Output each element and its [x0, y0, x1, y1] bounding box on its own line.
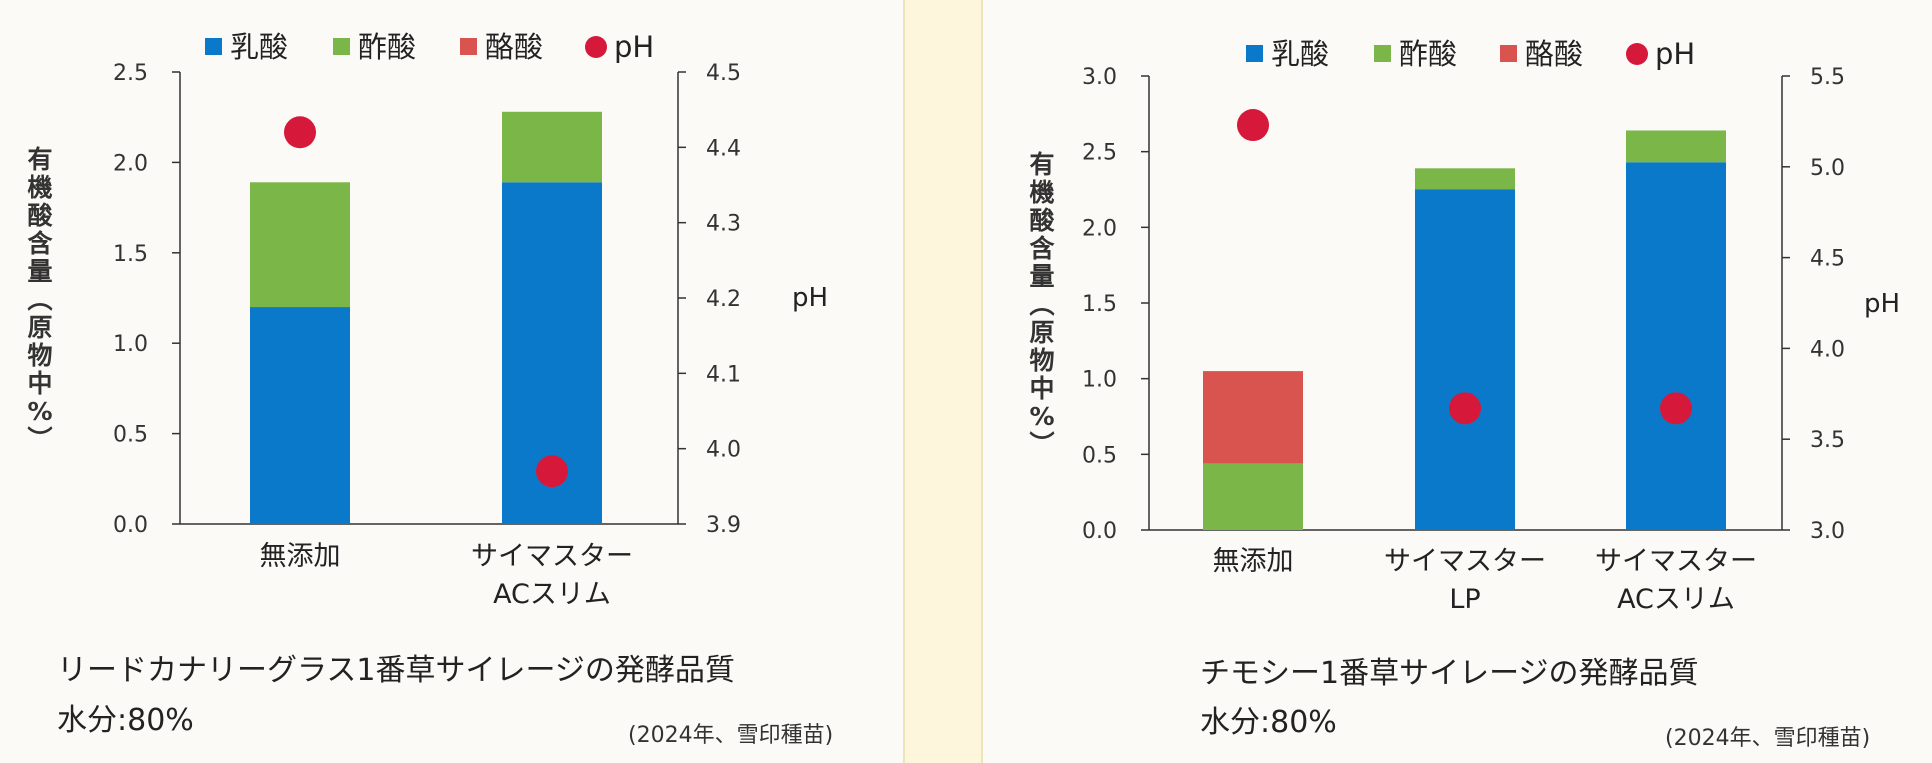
- y2-tick-label: 3.0: [1810, 519, 1845, 544]
- legend-label-3: 酪酸: [1525, 37, 1583, 71]
- y2-tick-label: 4.5: [1810, 247, 1845, 272]
- legend-label-1: 乳酸: [1271, 37, 1329, 71]
- legend-swatch-3: [1500, 45, 1517, 62]
- legend-swatch-1: [1246, 45, 1263, 62]
- ph-point: [1237, 109, 1269, 142]
- y-tick-label: 0.5: [113, 423, 148, 448]
- y2-tick-label: 4.4: [706, 136, 741, 161]
- x-tick-label: サイマスター: [471, 541, 633, 572]
- bar-segment-2: [502, 111, 602, 183]
- legend-swatch-1: [205, 38, 222, 55]
- y-tick-label: 1.0: [113, 332, 148, 357]
- y-tick-label: 2.0: [1082, 216, 1117, 241]
- panel-divider: [903, 0, 983, 763]
- y-tick-label: 1.0: [1082, 368, 1117, 393]
- y-tick-label: 0.0: [113, 513, 148, 538]
- y-tick-label: 1.5: [1082, 292, 1117, 317]
- bar-segment-2: [1626, 130, 1726, 163]
- y-tick-label: 2.5: [113, 61, 148, 86]
- legend-swatch-3: [460, 38, 477, 55]
- y2-tick-label: 4.3: [706, 212, 741, 237]
- x-tick-label: サイマスター: [1595, 546, 1757, 577]
- y2-tick-label: 4.0: [706, 438, 741, 463]
- legend-label-ph: pH: [1655, 37, 1695, 71]
- y2-tick-label: 4.0: [1810, 337, 1845, 362]
- y-axis-label: 有機酸含量︵原物中% ︶: [27, 145, 53, 454]
- y-tick-label: 1.5: [113, 242, 148, 267]
- y2-tick-label: 4.5: [706, 61, 741, 86]
- y-tick-label: 3.0: [1082, 65, 1117, 90]
- y2-tick-label: 5.0: [1810, 156, 1845, 181]
- caption-reed-moisture: 水分:80%: [57, 703, 194, 738]
- legend-marker-ph: [585, 36, 607, 58]
- x-tick-label: サイマスター: [1384, 546, 1546, 577]
- bar-segment-2: [1415, 168, 1515, 190]
- bar-segment-2: [1203, 463, 1303, 530]
- legend-label-3: 酪酸: [485, 30, 543, 64]
- y-tick-label: 0.5: [1082, 443, 1117, 468]
- ph-point: [284, 116, 316, 149]
- x-tick-label: 無添加: [260, 541, 341, 572]
- y2-tick-label: 3.9: [706, 513, 741, 538]
- chart-timothy: 乳酸 酢酸 酪酸 pH 0.0 0.5 1.0 1.5 2.0 2.5 3.0 3.0 3.5 4.0 4.…: [1029, 37, 1900, 615]
- x-tick-label: LP: [1449, 584, 1480, 615]
- bar-segment-3: [1203, 371, 1303, 464]
- legend-swatch-2: [1374, 45, 1391, 62]
- ph-point: [1449, 392, 1481, 425]
- bar-segment-1: [1626, 162, 1726, 530]
- caption-reed-title: リードカナリーグラス1番草サイレージの発酵品質: [57, 653, 735, 688]
- bar-segment-2: [250, 182, 350, 308]
- y-tick-label: 2.0: [113, 151, 148, 176]
- ph-point: [1660, 392, 1692, 425]
- legend-marker-ph: [1626, 43, 1648, 65]
- y2-axis-label: pH: [1864, 289, 1900, 319]
- ph-point: [536, 455, 568, 488]
- y2-tick-label: 3.5: [1810, 428, 1845, 453]
- source-timothy: (2024年、雪印種苗): [1665, 726, 1871, 751]
- x-tick-label: ACスリム: [493, 579, 611, 610]
- x-tick-label: 無添加: [1213, 546, 1294, 577]
- y-axis-label: 有機酸含量︵原物中% ︶: [1029, 150, 1055, 459]
- legend-label-2: 酢酸: [1399, 37, 1457, 71]
- legend-label-1: 乳酸: [230, 30, 288, 64]
- y2-axis-label: pH: [792, 283, 828, 313]
- y2-tick-label: 4.2: [706, 287, 741, 312]
- caption-timothy-title: チモシー1番草サイレージの発酵品質: [1200, 656, 1699, 691]
- caption-timothy-moisture: 水分:80%: [1200, 705, 1337, 740]
- y-tick-label: 0.0: [1082, 519, 1117, 544]
- y2-tick-label: 4.1: [706, 362, 741, 387]
- source-reed: (2024年、雪印種苗): [628, 723, 834, 748]
- bar-segment-1: [250, 307, 350, 524]
- bar-segment-1: [1415, 189, 1515, 530]
- y2-tick-label: 5.5: [1810, 65, 1845, 90]
- x-tick-label: ACスリム: [1617, 584, 1735, 615]
- legend-label-ph: pH: [614, 30, 654, 64]
- legend-label-2: 酢酸: [358, 30, 416, 64]
- chart-reed-canarygrass: 乳酸 酢酸 酪酸 pH 0.0 0.5 1.0 1.5 2.0 2.5 3.9 4.0 4.1 4.2 4.…: [27, 30, 828, 610]
- legend-swatch-2: [333, 38, 350, 55]
- y-tick-label: 2.5: [1082, 141, 1117, 166]
